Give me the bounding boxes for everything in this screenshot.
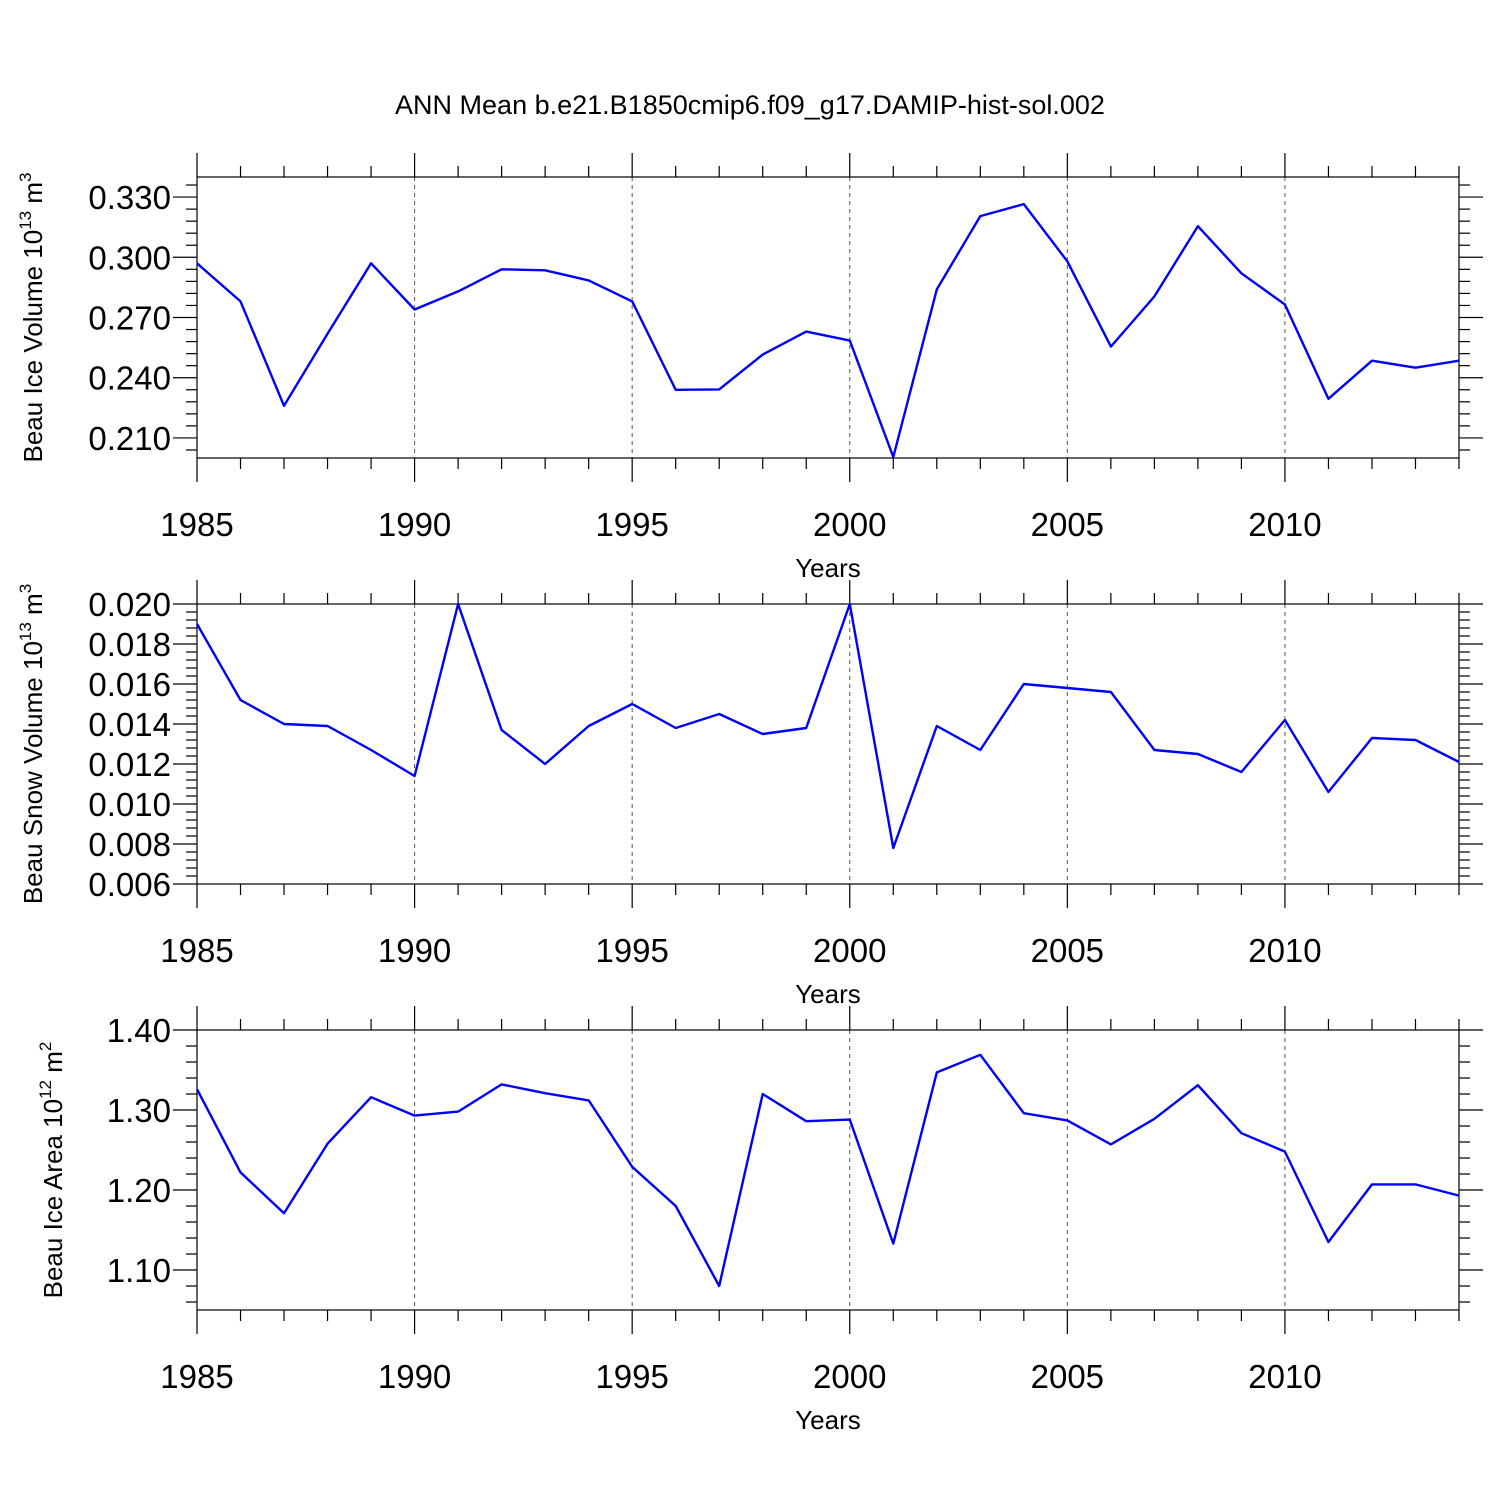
x-tick-label: 1995 (595, 932, 668, 969)
x-tick-label: 1995 (595, 506, 668, 543)
y-tick-label: 0.014 (88, 706, 171, 743)
chart-title: ANN Mean b.e21.B1850cmip6.f09_g17.DAMIP-… (395, 90, 1105, 120)
y-tick-label: 1.30 (107, 1092, 171, 1129)
plot-frame (196, 176, 1460, 459)
y-tick-label: 1.20 (107, 1172, 171, 1209)
x-tick-label: 2005 (1031, 506, 1104, 543)
panel-snow-volume: 1985 1990 1995 2000 2005 20100.0060.0080.0100… (16, 580, 1483, 1009)
y-axis-label-text: Beau Ice Volume 10 (18, 230, 48, 463)
y-axis-label: Beau Snow Volume 1013 m3 (16, 584, 48, 904)
y-tick-label: 0.020 (88, 586, 171, 623)
y-axis-label-text: Beau Snow Volume 10 (18, 641, 48, 904)
x-tick-label: 1990 (378, 1358, 451, 1395)
x-tick-label: 2005 (1031, 1358, 1104, 1395)
y-tick-label: 1.40 (107, 1012, 171, 1049)
y-tick-label: 0.016 (88, 666, 171, 703)
y-axis-label-exponent: 13 (16, 211, 35, 230)
panel-ice-area: 1985 1990 1995 2000 2005 2010 1.10 1.20 1.30 1.40… (36, 1006, 1483, 1435)
series-line (196, 202, 1460, 459)
y-axis-label-exponent: 12 (36, 1080, 55, 1099)
x-axis-label: Years (795, 553, 861, 583)
x-tick-label: 1995 (595, 1358, 668, 1395)
panel-ice-volume: 1985 1990 1995 2000 2005 2010 0.210 0.240 0.270 0… (16, 153, 1483, 583)
y-axis-label-unit: m (18, 593, 48, 622)
x-tick-label: 2010 (1248, 932, 1321, 969)
y-tick-label: 0.018 (88, 626, 171, 663)
x-tick-label: 2010 (1248, 506, 1321, 543)
series-line (195, 602, 1460, 850)
x-tick-label: 1990 (378, 932, 451, 969)
y-tick-label: 0.010 (88, 786, 171, 823)
y-axis-label-unit: m (38, 1051, 68, 1080)
y-axis-label-text: Beau Ice Area 10 (38, 1099, 68, 1298)
plot-frame (196, 603, 1460, 885)
y-axis-label-exponent: 13 (16, 622, 35, 641)
y-tick-label: 0.270 (88, 300, 171, 337)
x-tick-label: 1985 (160, 1358, 233, 1395)
y-tick-label: 1.10 (107, 1252, 171, 1289)
y-axis-label: Beau Ice Area 1012 m2 (36, 1042, 68, 1299)
y-tick-label: 0.006 (88, 866, 171, 903)
x-tick-label: 2000 (813, 506, 886, 543)
y-axis-label-unit-exponent: 3 (16, 584, 35, 593)
x-axis-label: Years (795, 979, 861, 1009)
y-axis-label-unit: m (18, 182, 48, 211)
x-tick-label: 1985 (160, 506, 233, 543)
x-tick-label: 2010 (1248, 1358, 1321, 1395)
y-tick-label: 0.008 (88, 826, 171, 863)
y-axis-label: Beau Ice Volume 1013 m3 (16, 173, 48, 463)
y-tick-label: 0.330 (88, 179, 171, 216)
series-line (195, 1053, 1460, 1288)
plot-frame (196, 1029, 1460, 1311)
y-tick-label: 0.240 (88, 360, 171, 397)
x-tick-label: 1985 (160, 932, 233, 969)
x-tick-label: 2000 (813, 1358, 886, 1395)
y-axis-label-unit-exponent: 2 (36, 1042, 55, 1051)
x-tick-label: 2000 (813, 932, 886, 969)
x-tick-label: 2005 (1031, 932, 1104, 969)
y-tick-label: 0.300 (88, 239, 171, 276)
x-axis-label: Years (795, 1405, 861, 1435)
y-axis-label-unit-exponent: 3 (16, 173, 35, 182)
x-tick-label: 1990 (378, 506, 451, 543)
y-tick-label: 0.012 (88, 746, 171, 783)
y-tick-label: 0.210 (88, 420, 171, 457)
